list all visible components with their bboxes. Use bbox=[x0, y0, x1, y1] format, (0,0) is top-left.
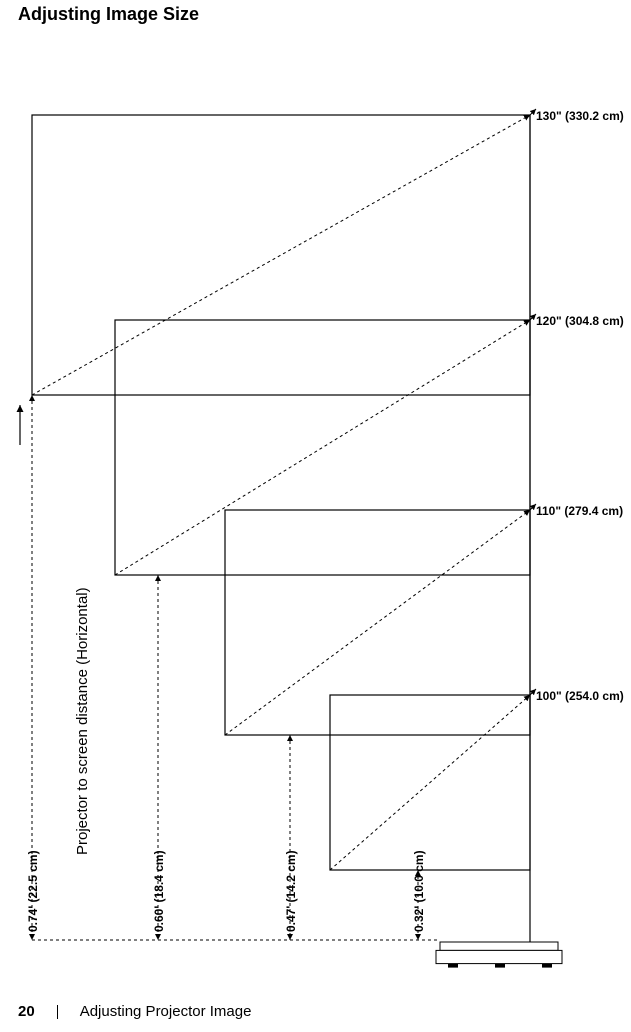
distance-label: 0.32' (10.0 cm) bbox=[412, 850, 426, 932]
size-label: 120" (304.8 cm) bbox=[536, 314, 624, 328]
section-name: Adjusting Projector Image bbox=[80, 1003, 252, 1020]
manual-page: Adjusting Image Size 130" (330.2 cm)120"… bbox=[0, 0, 631, 1032]
distance-label: 0.74' (22.5 cm) bbox=[26, 850, 40, 932]
size-label: 130" (330.2 cm) bbox=[536, 109, 624, 123]
page-footer: 20 Adjusting Projector Image bbox=[18, 1003, 251, 1020]
distance-label: 0.47' (14.2 cm) bbox=[284, 850, 298, 932]
distance-label: 0.60' (18.4 cm) bbox=[152, 850, 166, 932]
page-number: 20 bbox=[18, 1003, 35, 1020]
axis-label: Projector to screen distance (Horizontal… bbox=[74, 587, 91, 855]
size-label: 110" (279.4 cm) bbox=[536, 504, 623, 518]
size-label: 100" (254.0 cm) bbox=[536, 689, 624, 703]
projection-diagram bbox=[0, 0, 631, 1000]
footer-divider bbox=[57, 1005, 58, 1019]
